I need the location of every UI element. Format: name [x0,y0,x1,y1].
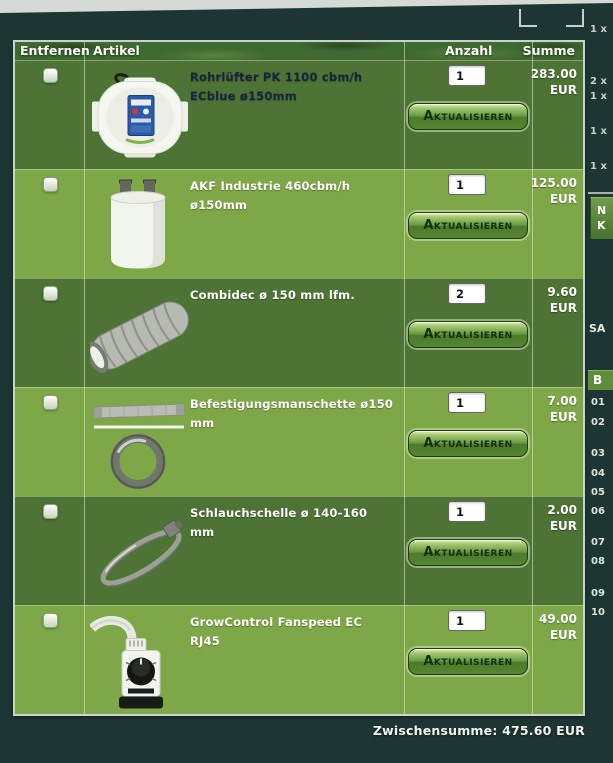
col-header-remove: Entfernen [20,43,90,58]
sidebar-list-number[interactable]: 10 [591,607,605,618]
sidebar-list-number[interactable]: 04 [591,468,605,479]
subtotal-value: 475.60 EUR [502,723,585,738]
remove-item-checkbox[interactable] [43,504,58,519]
product-name-link[interactable]: Rohrlüfter PK 1100 cbm/h ECblue ø150mm [190,70,363,103]
update-button[interactable]: Aktualisieren [408,430,528,457]
hose-clamp-icon [100,520,184,587]
product-image-flex-duct[interactable] [86,287,190,383]
product-image-fan-controller[interactable] [88,614,190,710]
quantity-input[interactable] [448,501,486,522]
sidebar-quantity: 1 x [590,126,607,137]
quantity-input[interactable] [448,283,486,304]
table-header-row: Entfernen Artikel Anzahl Summe [15,42,583,60]
col-header-sum: Summe [522,43,575,58]
sidebar-quantity: 2 x [590,76,607,87]
item-total: 7.00 EUR [547,394,577,424]
sidebar-list-number[interactable]: 03 [591,448,605,459]
sidebar-list-number[interactable]: 09 [591,588,605,599]
cart-row: Rohrlüfter PK 1100 cbm/h ECblue ø150mm A… [15,60,583,169]
cart-row: AKF Industrie 460cbm/h ø150mm Aktualisie… [15,169,583,278]
corner-bracket-right-icon [566,9,584,27]
remove-item-checkbox[interactable] [43,177,58,192]
col-header-article: Artikel [93,43,140,58]
sidebar-list-number[interactable]: 06 [591,506,605,517]
product-name-link[interactable]: Befestigungsmanschette ø150 mm [190,397,394,430]
corner-bracket-left-icon [519,9,537,27]
product-image-mounting-clamp[interactable] [90,396,190,492]
column-divider [84,42,85,714]
product-image-inline-fan[interactable] [90,69,190,165]
sidebar-text-fragment: SA [589,322,606,335]
product-image-carbon-filter[interactable] [90,178,190,274]
update-button[interactable]: Aktualisieren [408,648,528,675]
remove-item-checkbox[interactable] [43,68,58,83]
item-total: 125.00 EUR [530,176,577,206]
remove-item-checkbox[interactable] [43,613,58,628]
sidebar-list-number[interactable]: 08 [591,556,605,567]
col-header-qty: Anzahl [445,43,493,58]
sidebar-quantity: 1 x [590,91,607,102]
quantity-input[interactable] [448,174,486,195]
update-button[interactable]: Aktualisieren [408,321,528,348]
sidebar-heading-fragment: B [588,370,613,390]
cart-row: Combidec ø 150 mm lfm. Aktualisieren 9.6… [15,278,583,387]
cart-table: Entfernen Artikel Anzahl Summe [13,40,585,716]
column-divider [532,42,533,714]
fan-controller-icon [88,616,163,709]
subtotal: Zwischensumme: 475.60 EUR [373,723,585,738]
mounting-clamp-icon [93,403,185,489]
quantity-input[interactable] [448,610,486,631]
item-total: 2.00 EUR [547,503,577,533]
product-name-link[interactable]: Schlauchschelle ø 140-160 mm [190,506,368,539]
sidebar-divider [588,192,613,194]
flex-duct-icon [86,301,189,373]
inline-fan-icon [92,73,188,158]
sidebar-list-number[interactable]: 02 [591,417,605,428]
product-name-link[interactable]: GrowControl Fanspeed EC RJ45 [190,615,363,648]
sidebar-list-number[interactable]: 05 [591,487,605,498]
sidebar-list-number[interactable]: 01 [591,397,605,408]
product-image-hose-clamp[interactable] [90,505,190,601]
item-total: 49.00 EUR [539,612,577,642]
carbon-filter-icon [110,179,166,269]
product-name-link[interactable]: Combidec ø 150 mm lfm. [190,288,355,302]
item-total: 9.60 EUR [547,285,577,315]
remove-item-checkbox[interactable] [43,286,58,301]
sidebar-quantity: 1 x [590,24,607,35]
update-button[interactable]: Aktualisieren [408,103,528,130]
update-button[interactable]: Aktualisieren [408,539,528,566]
quantity-input[interactable] [448,65,486,86]
column-divider [404,42,405,714]
sidebar-quantity: 1 x [590,161,607,172]
quantity-input[interactable] [448,392,486,413]
cart-row: Schlauchschelle ø 140-160 mm Aktualisier… [15,496,583,605]
product-name-link[interactable]: AKF Industrie 460cbm/h ø150mm [190,179,351,212]
item-total: 283.00 EUR [530,67,577,97]
cart-row: GrowControl Fanspeed EC RJ45 Aktualisier… [15,605,583,714]
subtotal-label: Zwischensumme: [372,723,498,738]
remove-item-checkbox[interactable] [43,395,58,410]
cart-row: Befestigungsmanschette ø150 mm Aktualisi… [15,387,583,496]
sidebar-list-number[interactable]: 07 [591,537,605,548]
update-button[interactable]: Aktualisieren [408,212,528,239]
